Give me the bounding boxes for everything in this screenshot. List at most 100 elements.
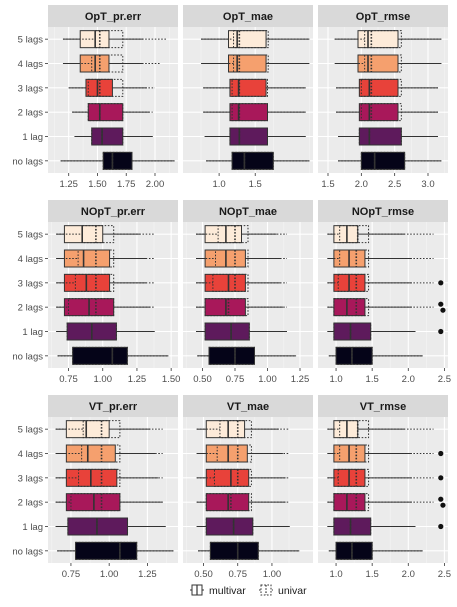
- panel-background: [48, 222, 178, 368]
- y-tick-label: no lags: [12, 351, 43, 362]
- box-group-5-lags: [196, 420, 289, 439]
- box-group-3-lags: [203, 78, 306, 97]
- multivar-box: [335, 346, 373, 365]
- univar-box: [233, 30, 269, 49]
- outlier-point: [438, 328, 444, 335]
- univar-box: [233, 54, 269, 73]
- x-tick-label: 0.75: [226, 374, 245, 385]
- univar-box: [213, 468, 252, 487]
- multivar-box: [75, 541, 138, 560]
- box-group-2-lags: [203, 103, 306, 122]
- x-tick-label: 2.0: [355, 179, 368, 190]
- univar-box: [333, 298, 370, 317]
- univar-box: [360, 103, 402, 122]
- univar-box: [212, 273, 249, 292]
- x-tick-label: 1.0: [213, 179, 226, 190]
- x-tick-label: 1.50: [88, 179, 107, 190]
- outlier-point: [438, 450, 444, 457]
- x-tick-label: 1.50: [162, 374, 181, 385]
- panel-NOpT_rmse: NOpT_rmse 1.0 1.5 2.0 2.5: [318, 200, 451, 385]
- box-group-3-lags: [196, 468, 289, 487]
- multivar-box: [87, 103, 124, 122]
- panel-title: NOpT_mae: [219, 206, 277, 218]
- box-group-3-lags: [327, 273, 444, 292]
- panel-VT_mae: VT_mae 0.50 0.75 1.00: [183, 395, 313, 580]
- univar-box: [70, 493, 121, 512]
- panel-strip: [48, 200, 178, 222]
- box-group-2-lags: [55, 493, 163, 512]
- x-tick-label: 2.0: [402, 374, 415, 385]
- outlier-point: [438, 523, 444, 530]
- panel-NOpT_mae: NOpT_mae 0.50 0.75 1.00 1.25: [183, 200, 313, 385]
- x-tick-label: 1.5: [366, 374, 379, 385]
- panel-title: OpT_rmse: [356, 11, 410, 23]
- box-group-1-lag: [338, 127, 438, 146]
- box-group-1-lag: [196, 517, 290, 536]
- x-tick-label: 0.75: [228, 569, 247, 580]
- box-group-5-lags: [62, 30, 167, 49]
- x-tick-label: 2.5: [438, 569, 451, 580]
- multivar-box: [72, 346, 128, 365]
- legend-label: univar: [278, 585, 307, 597]
- univar-box: [215, 249, 249, 268]
- box-group-2-lags: [336, 103, 438, 122]
- univar-box: [337, 468, 370, 487]
- box-group-no-lags: [198, 541, 300, 560]
- box-group-5-lags: [196, 225, 287, 244]
- univar-box: [68, 298, 115, 317]
- y-tick-label: 5 lags: [18, 425, 44, 436]
- x-tick-label: 1.00: [93, 374, 112, 385]
- x-tick-label: 1.5: [321, 179, 334, 190]
- box-group-2-lags: [196, 298, 287, 317]
- panel-strip: [318, 200, 448, 222]
- univar-box: [205, 493, 252, 512]
- outlier-point: [438, 475, 444, 481]
- multivar-box: [333, 493, 366, 512]
- univar-box: [335, 346, 373, 365]
- outlier-point: [438, 280, 444, 286]
- y-tick-label: 3 lags: [18, 278, 44, 289]
- multivar-box: [208, 346, 255, 365]
- box-group-4-lags: [327, 444, 444, 463]
- univar-box: [82, 420, 121, 439]
- x-tick-label: 1.25: [291, 374, 310, 385]
- univar-box: [209, 541, 259, 560]
- multivar-box: [228, 30, 267, 49]
- multivar-box: [358, 78, 399, 97]
- box-group-5-lags: [327, 225, 434, 244]
- univar-box: [216, 444, 252, 463]
- panel-strip: [318, 395, 448, 417]
- multivar-box: [229, 78, 267, 97]
- box-group-1-lag: [327, 322, 444, 341]
- univar-box: [72, 346, 128, 365]
- box-group-4-lags: [56, 249, 155, 268]
- multivar-box: [333, 517, 372, 536]
- panel-strip: [183, 5, 313, 27]
- univar-box: [204, 322, 250, 341]
- univar-box: [360, 78, 402, 97]
- x-tick-label: 1.00: [100, 569, 119, 580]
- box-group-5-lags: [334, 30, 442, 49]
- box-group-no-lags: [338, 151, 442, 170]
- univar-box: [333, 322, 372, 341]
- univar-box: [91, 54, 124, 73]
- panel-background: [318, 222, 448, 368]
- legend-label: multivar: [209, 585, 246, 597]
- x-tick-label: 1.75: [117, 179, 136, 190]
- panel-strip: [183, 395, 313, 417]
- box-group-2-lags: [72, 103, 153, 122]
- multivar-box: [228, 54, 267, 73]
- multivar-box: [231, 151, 274, 170]
- panel-background: [183, 222, 313, 368]
- univar-box: [333, 517, 372, 536]
- box-group-2-lags: [327, 298, 446, 317]
- y-tick-label: 5 lags: [18, 35, 44, 46]
- y-tick-label: 4 lags: [18, 254, 44, 265]
- y-tick-label: 2 lags: [18, 108, 44, 119]
- multivar-box: [209, 541, 259, 560]
- univar-box: [364, 54, 402, 73]
- univar-box: [74, 273, 115, 292]
- multivar-box: [102, 151, 133, 170]
- box-group-2-lags: [196, 493, 289, 512]
